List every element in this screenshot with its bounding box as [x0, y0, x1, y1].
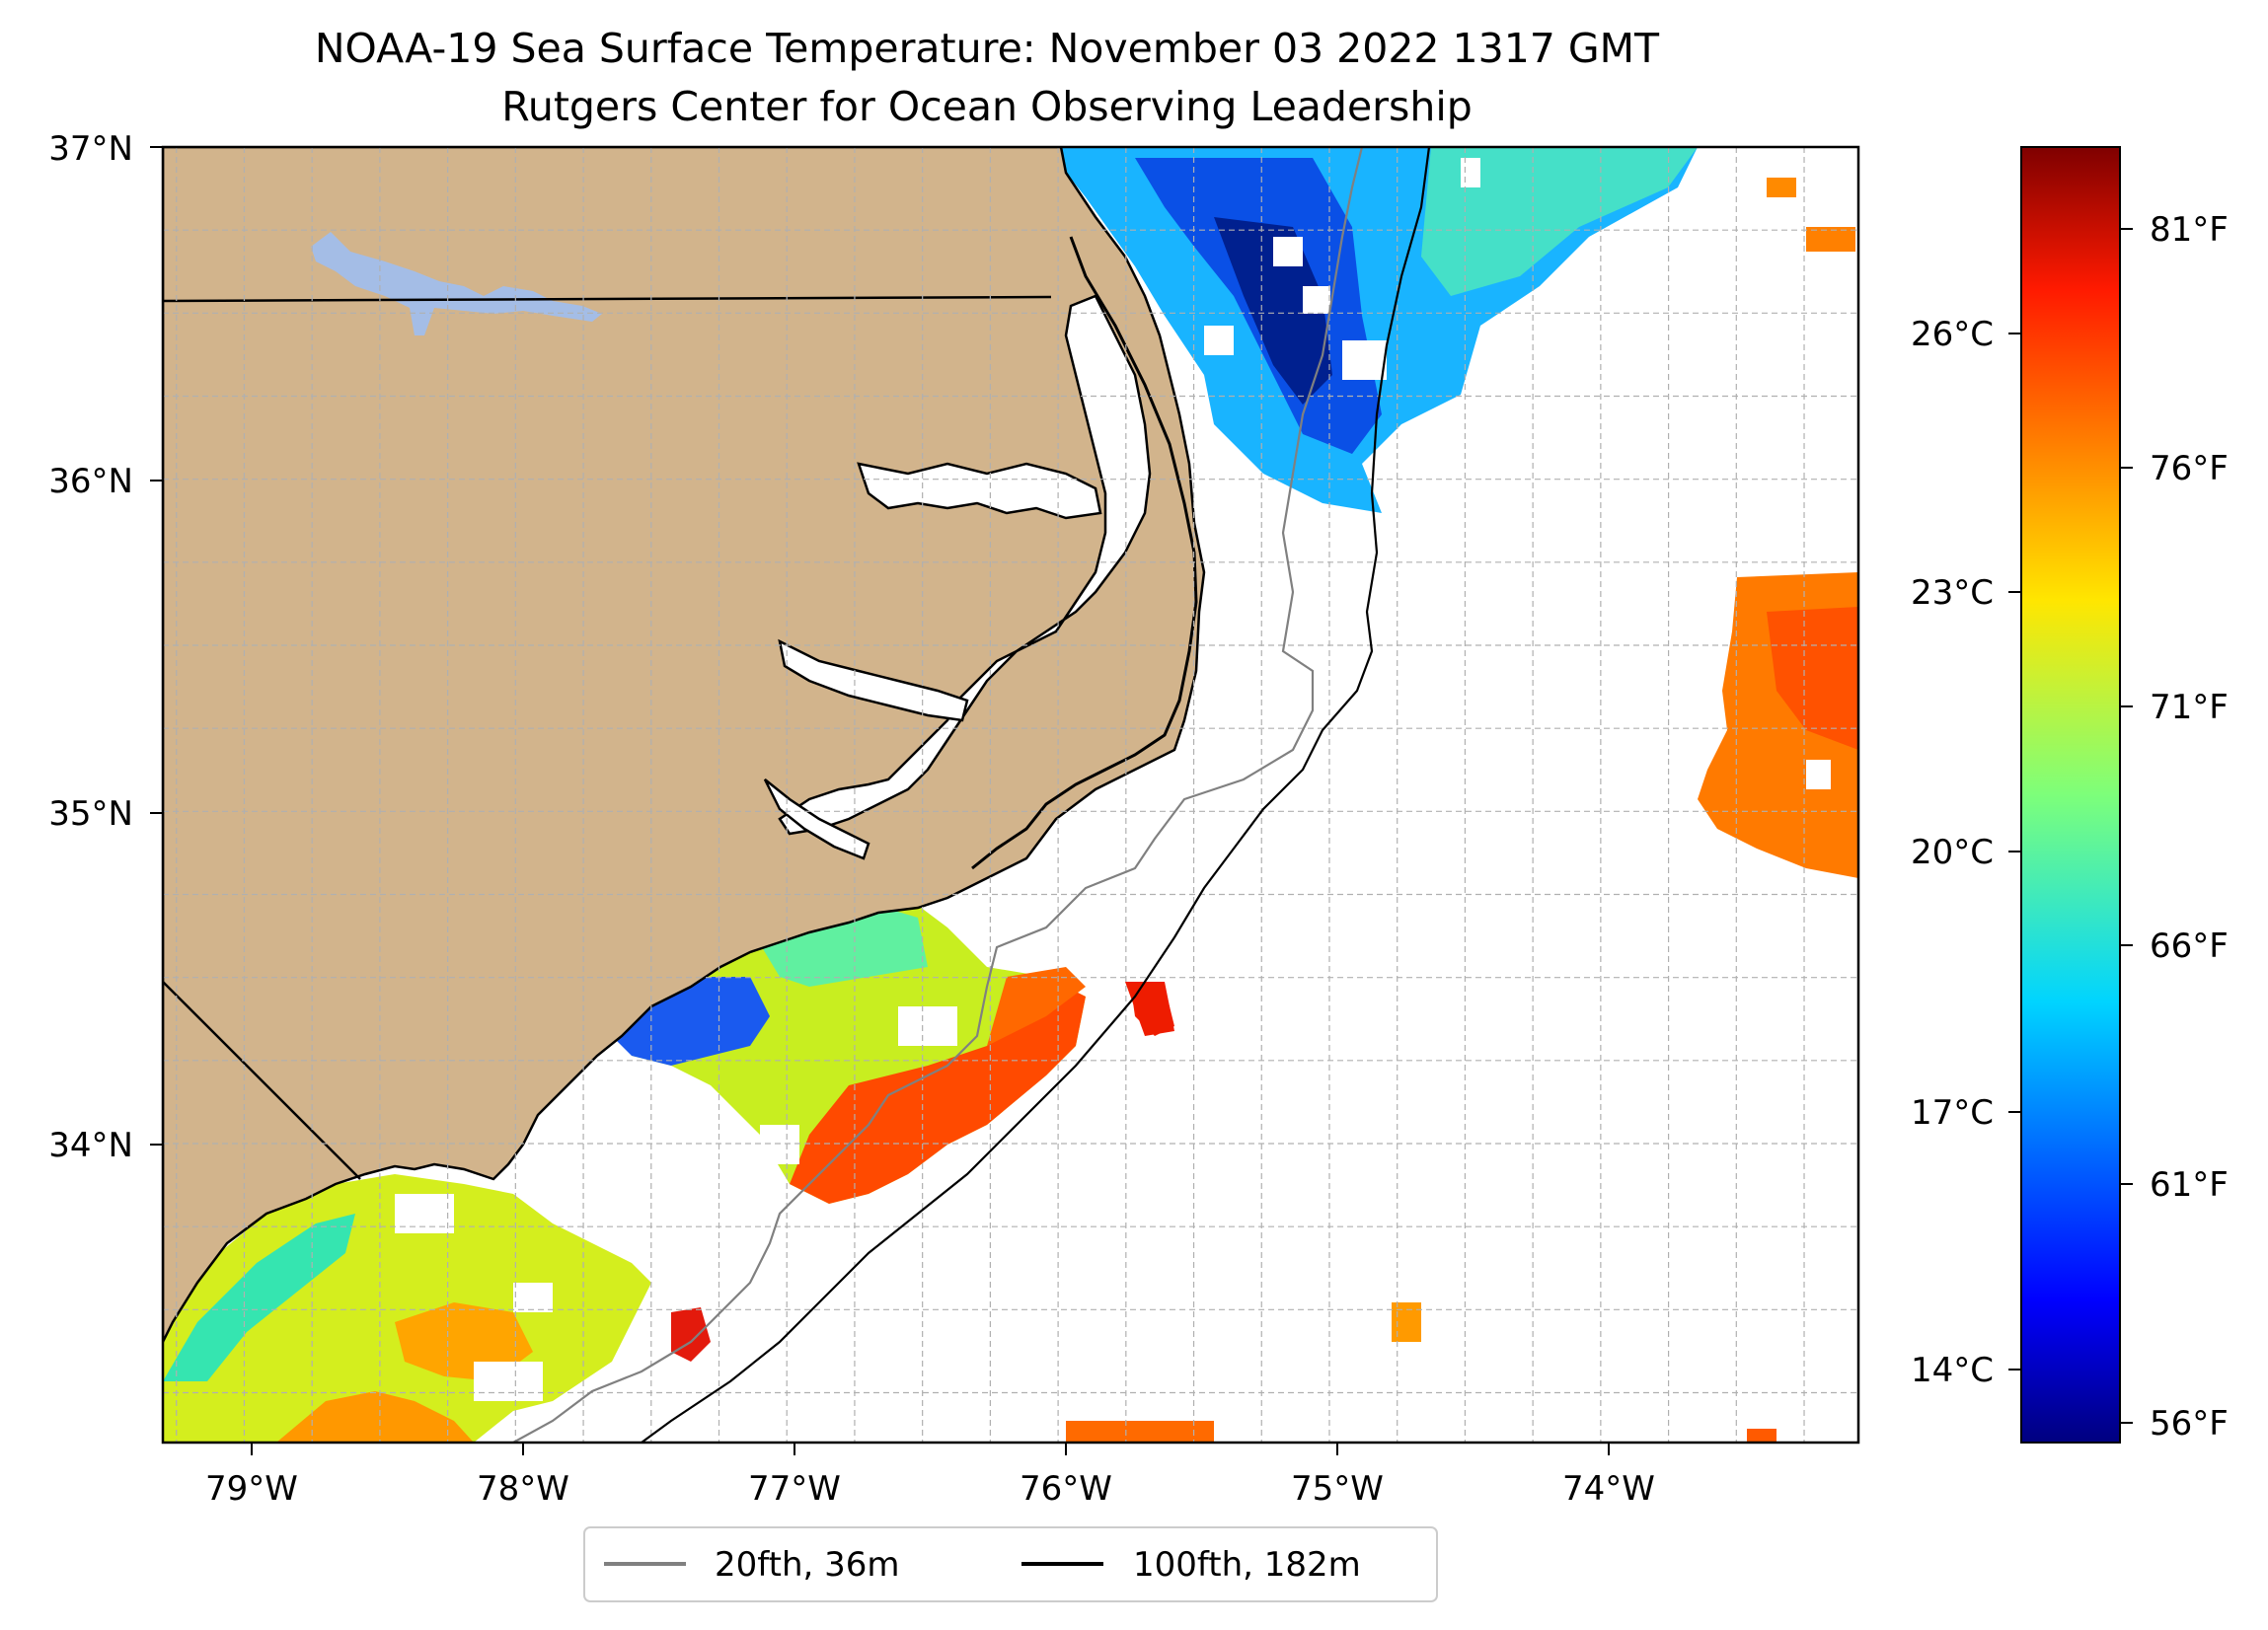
celsius-label-20: 20°C [1911, 833, 1994, 872]
fahrenheit-label-71: 71°F [2150, 688, 2229, 727]
sst-south-patch [1066, 1421, 1214, 1443]
albemarle-sound [857, 462, 1102, 520]
sst-gulfstream-3 [1767, 607, 1858, 750]
lon-label-77: 77°W [748, 1469, 841, 1509]
fahrenheit-label-76: 76°F [2150, 449, 2229, 488]
sst-shelf-warm-2 [987, 967, 1086, 1046]
colorbar-celsius-axis: 26°C 23°C 20°C 17°C 14°C [1911, 315, 1994, 1390]
lat-axis: 37°N 36°N 35°N 34°N [48, 129, 133, 1165]
nc-sc-border [163, 981, 361, 1180]
sst-red-patch-2 [1125, 982, 1174, 1036]
lon-label-75: 75°W [1291, 1469, 1384, 1509]
sst-long-bay-teal [163, 1214, 355, 1381]
isobath-20fth [512, 147, 1364, 1443]
legend-label-100fth: 100fth, 182m [1133, 1545, 1361, 1585]
sst-long-bay-warm [276, 1391, 474, 1443]
land-mass [163, 147, 1206, 1343]
axis-ticks [150, 146, 1610, 1455]
gridlines [163, 147, 1858, 1443]
legend-label-20fth: 20fth, 36m [715, 1545, 900, 1585]
map-frame [161, 145, 1860, 1445]
lake [311, 232, 602, 335]
sst-small-patch-2 [1747, 1429, 1777, 1443]
isobath-100fth [641, 147, 1431, 1443]
colorbar-fahrenheit-axis: 81°F 76°F 71°F 66°F 61°F 56°F [2150, 210, 2229, 1444]
neuse-river [763, 778, 870, 860]
lon-label-79: 79°W [205, 1469, 298, 1509]
pamlico-sound [778, 294, 1152, 836]
sst-gulfstream-1 [1441, 464, 1767, 671]
lon-axis: 79°W 78°W 77°W 76°W 75°W 74°W [205, 1469, 1655, 1509]
colorbar: 26°C 23°C 20°C 17°C 14°C 81°F 76°F 71°F … [1911, 146, 2229, 1444]
sst-small-patch [1392, 1302, 1421, 1342]
fahrenheit-label-56: 56°F [2150, 1404, 2229, 1444]
lon-label-78: 78°W [477, 1469, 569, 1509]
nc-va-border [163, 295, 1052, 303]
outer-banks [971, 236, 1198, 870]
colorbar-gradient [2020, 146, 2121, 1444]
fahrenheit-label-61: 61°F [2150, 1165, 2229, 1205]
chart-title: NOAA-19 Sea Surface Temperature: Novembe… [315, 25, 1660, 72]
chart-subtitle: Rutgers Center for Ocean Observing Leade… [501, 83, 1473, 130]
map-panel [163, 147, 1858, 1443]
lon-label-76: 76°W [1020, 1469, 1112, 1509]
legend: 20fth, 36m 100fth, 182m [583, 1526, 1438, 1602]
celsius-label-23: 23°C [1911, 573, 1994, 613]
lat-label-36: 36°N [48, 462, 133, 501]
fahrenheit-label-66: 66°F [2150, 926, 2229, 966]
sst-north-plume-east [1421, 147, 1698, 296]
fahrenheit-label-81: 81°F [2150, 210, 2229, 250]
pamlico-river [778, 638, 969, 722]
celsius-label-17: 17°C [1911, 1093, 1994, 1133]
sst-shelf-warm [790, 987, 1086, 1204]
celsius-label-14: 14°C [1911, 1351, 1994, 1390]
sst-gulfstream-speck [1806, 227, 1855, 252]
lat-label-34: 34°N [48, 1126, 133, 1165]
legend-box [583, 1526, 1438, 1602]
lat-label-35: 35°N [48, 794, 133, 834]
lon-label-74: 74°W [1562, 1469, 1655, 1509]
sst-east-speck [1767, 178, 1796, 197]
lat-label-37: 37°N [48, 129, 133, 169]
celsius-label-26: 26°C [1911, 315, 1994, 354]
